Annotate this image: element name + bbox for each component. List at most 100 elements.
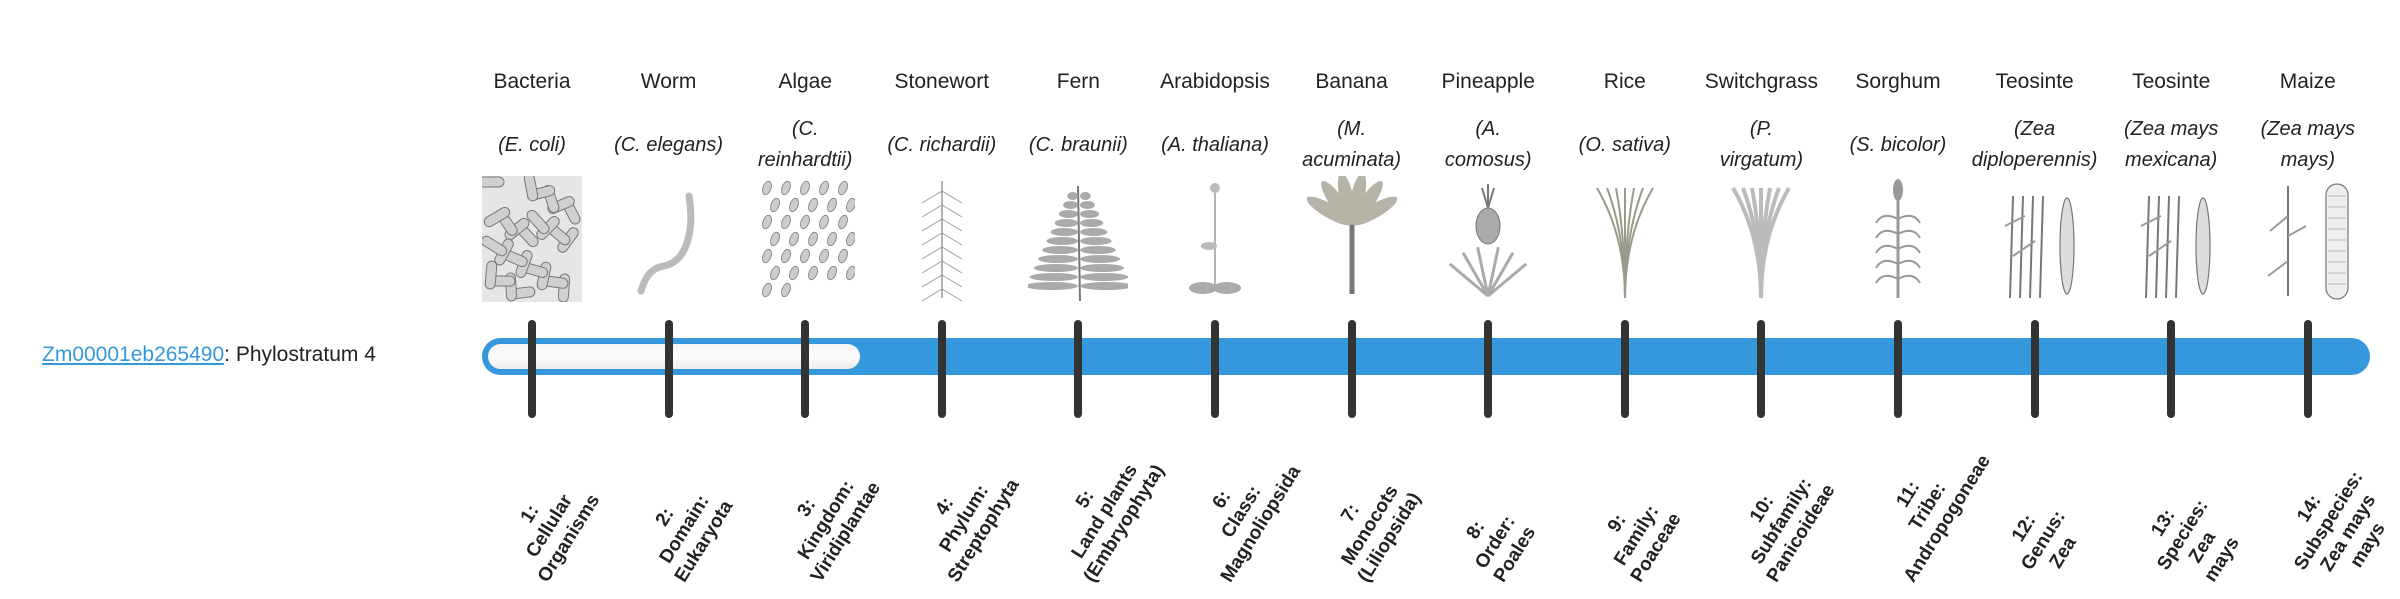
phylostratum-level-text: 6: Class: Magnoliopsida [1208, 462, 1306, 587]
organism-scientific-name-text: (E. coli) [498, 133, 566, 156]
maize-illustration [2267, 183, 2349, 300]
organism-common-name: Stonewort [894, 70, 990, 93]
phylostratum-tick [937, 320, 946, 418]
organism-common-name: Fern [1056, 70, 1100, 93]
organism-scientific-name-text: (A. thaliana) [1161, 133, 1269, 156]
phylostratum-level-text: 13: Species: Zea mays [2147, 496, 2244, 586]
organism-scientific-name: (C. braunii) [998, 110, 1158, 180]
arabidopsis-illustration [1189, 183, 1241, 294]
organism-scientific-name-text: (S. bicolor) [1849, 133, 1947, 156]
organism-scientific-name: (M. acuminata) [1272, 110, 1432, 180]
phylostratum-tick [1757, 320, 1766, 418]
phylostratum-tick [1894, 320, 1902, 418]
switchgrass-illustration [1731, 186, 1792, 299]
organism-scientific-name: (P. virgatum) [1681, 110, 1841, 180]
organism-scientific-name: (C. elegans) [589, 110, 749, 180]
organism-scientific-name: (S. bicolor) [1818, 110, 1978, 180]
stonewort-illustration [921, 181, 963, 302]
organism-scientific-name: (O. sativa) [1545, 110, 1705, 180]
organism-scientific-name-text: (Zea mays mays) [2260, 118, 2356, 171]
organism-scientific-name-text: (Zea diploperennis) [1971, 118, 2098, 171]
organism-common-name: Sorghum [1855, 70, 1941, 93]
phylostratum-tick [2167, 320, 2176, 418]
phylostratum-level-label: 5: Land plants (Embryophyta) [1068, 450, 1169, 586]
gene-id-link[interactable]: Zm00001eb265490 [42, 343, 225, 366]
organism-scientific-name: (Zea diploperennis) [1955, 110, 2115, 180]
organism-scientific-name: (Zea mays mexicana) [2091, 110, 2251, 180]
phylostratum-level-text: 7: Monocots (Liliopsida) [1336, 481, 1425, 587]
phylostratum-level-text: 2: Domain: Eukaryota [651, 491, 737, 587]
organism-common-name: Bacteria [493, 70, 571, 93]
organism-scientific-name: (A. thaliana) [1135, 110, 1295, 180]
organism-scientific-name-text: (C. reinhardtii) [757, 118, 853, 171]
algae-illustration [762, 180, 856, 298]
phylostratum-text: : Phylostratum 4 [224, 343, 376, 366]
gene-phylostratum-label: Zm00001eb265490: Phylostratum 4 [42, 340, 376, 370]
phylostratum-level-text: 4: Phylum: Streptophyta [931, 475, 1024, 587]
organism-common-name: Maize [2279, 70, 2336, 93]
organism-common-name: Switchgrass [1704, 70, 1818, 93]
organism-scientific-name-text: (A. comosus) [1444, 118, 1532, 171]
phylostratum-level-label: 6: Class: Magnoliopsida [1209, 450, 1306, 586]
phylostratum-tick [1347, 320, 1356, 418]
organism-scientific-name-text: (P. virgatum) [1719, 118, 1804, 171]
organism-scientific-name-text: (M. acuminata) [1302, 118, 1402, 171]
organism-common-name: Banana [1315, 70, 1388, 93]
phylostratum-level-text: 11: Tribe: Andropogoneae [1892, 451, 1995, 587]
organism-scientific-name-text: (O. sativa) [1578, 133, 1671, 156]
organism-common-name: Teosinte [1995, 70, 2074, 93]
pineapple-illustration [1448, 184, 1528, 298]
phylostratum-bar [482, 338, 2370, 375]
worm-illustration [637, 192, 694, 295]
phylostratum-tick [1484, 320, 1493, 418]
phylostratum-level-label: 1: Cellular Organisms [517, 450, 605, 586]
phylostratum-level-label: 13: Species: Zea mays [2147, 450, 2243, 585]
organism-scientific-name-text: (Zea mays mexicana) [2123, 118, 2219, 171]
banana-illustration [1306, 176, 1397, 294]
phylostratum-level-text: 14: Subspecies: Zea mays mays [2290, 467, 2390, 576]
organism-common-name: Algae [778, 70, 833, 93]
organism-scientific-name: (Zea mays mays) [2228, 110, 2388, 180]
phylostratum-level-label: 10: Subfamily: Panicoideae [1746, 450, 1839, 587]
phylostratum-tick [2030, 320, 2039, 418]
phylostratum-tick [1074, 320, 1083, 418]
phylostratum-level-label: 12: Genus: Zea [2008, 450, 2081, 574]
phylostratum-level-text: 8: Order: Poales [1462, 512, 1541, 587]
phylostratum-level-label: 14: Subspecies: Zea mays mays [2290, 450, 2389, 576]
organism-scientific-name: (E. coli) [452, 110, 612, 180]
phylostratum-level-label: 8: Order: Poales [1463, 450, 1541, 586]
organism-common-name: Rice [1603, 70, 1646, 93]
phylostratum-level-text: 10: Subfamily: Panicoideae [1746, 474, 1840, 587]
organism-scientific-name-text: (C. braunii) [1028, 133, 1128, 156]
organism-scientific-name-text: (C. richardii) [887, 133, 997, 156]
phylostratum-tick [1620, 320, 1629, 418]
rice-illustration [1595, 187, 1654, 299]
organism-scientific-name-text: (C. elegans) [614, 133, 724, 156]
organism-common-name: Teosinte [2132, 70, 2211, 93]
phylostratum-level-label: 4: Phylum: Streptophyta [931, 450, 1023, 587]
organism-scientific-name: (A. comosus) [1408, 110, 1568, 180]
phylostratum-level-label: 2: Domain: Eukaryota [651, 450, 737, 586]
phylostratum-bar-empty [488, 344, 860, 369]
phylostratum-tick [1211, 320, 1219, 418]
phylostratum-level-text: 9: Family: Poaceae [1603, 501, 1686, 587]
organism-scientific-name: (C. richardii) [862, 110, 1022, 180]
sorghum-illustration [1875, 179, 1921, 298]
organism-common-name: Pineapple [1441, 70, 1535, 93]
phylostratum-tick [664, 320, 673, 418]
phylostratum-tick [801, 320, 810, 418]
phylostratum-tick [528, 320, 536, 418]
organism-common-name: Arabidopsis [1160, 70, 1270, 93]
teosinte-illustration [2140, 195, 2211, 299]
phylostratum-level-text: 12: Genus: Zea [2007, 507, 2081, 574]
phylostratum-level-text: 1: Cellular Organisms [516, 490, 605, 587]
fern-illustration [1028, 185, 1129, 302]
bacteria-illustration [482, 176, 582, 302]
teosinte-illustration [2004, 195, 2075, 299]
phylostratum-level-label: 7: Monocots (Liliopsida) [1337, 450, 1425, 586]
phylostratum-level-label: 3: Kingdom: Viridiplantae [794, 450, 885, 586]
phylostratum-level-label: 9: Family: Poaceae [1604, 450, 1686, 586]
phylostratum-level-text: 5: Land plants (Embryophyta) [1068, 460, 1170, 587]
phylostratum-level-text: 3: Kingdom: Viridiplantae [793, 476, 886, 587]
organism-common-name: Worm [640, 70, 697, 93]
